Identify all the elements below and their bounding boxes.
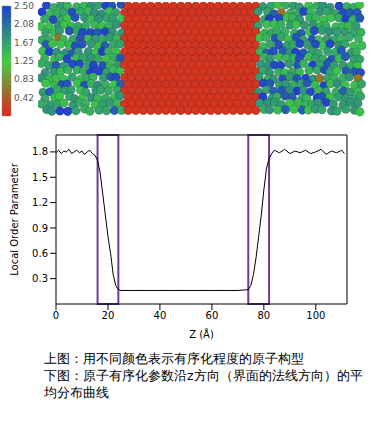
svg-text:0: 0 [53, 310, 59, 321]
svg-text:1.8: 1.8 [32, 146, 48, 157]
svg-text:100: 100 [306, 310, 325, 321]
svg-text:0.3: 0.3 [32, 273, 48, 284]
html-text:上图：用不同颜色表示有序化程度的原子构型: 上图：用不同颜色表示有序化程度的原子构型 [44, 351, 304, 366]
svg-text:Local Order Parameter: Local Order Parameter [9, 162, 20, 276]
svg-text:1.5: 1.5 [32, 172, 48, 183]
svg-text:2.50: 2.50 [14, 1, 34, 11]
svg-text:60: 60 [206, 310, 219, 321]
svg-text:2.08: 2.08 [14, 19, 34, 29]
svg-text:1.67: 1.67 [14, 38, 34, 48]
svg-text:0.42: 0.42 [14, 93, 34, 103]
svg-text:0.9: 0.9 [32, 223, 48, 234]
svg-text:0.6: 0.6 [32, 248, 48, 259]
svg-text:0.83: 0.83 [14, 74, 34, 84]
svg-text:1.2: 1.2 [32, 197, 48, 208]
svg-text:80: 80 [257, 310, 270, 321]
svg-text:40: 40 [154, 310, 167, 321]
svg-text:Z (Å): Z (Å) [189, 328, 214, 340]
svg-text:20: 20 [102, 310, 115, 321]
svg-text:1.25: 1.25 [14, 56, 34, 66]
html-text:下图：原子有序化参数沿z方向（界面的法线方向）的平均分布曲线: 下图：原子有序化参数沿z方向（界面的法线方向）的平均分布曲线 [44, 368, 363, 400]
